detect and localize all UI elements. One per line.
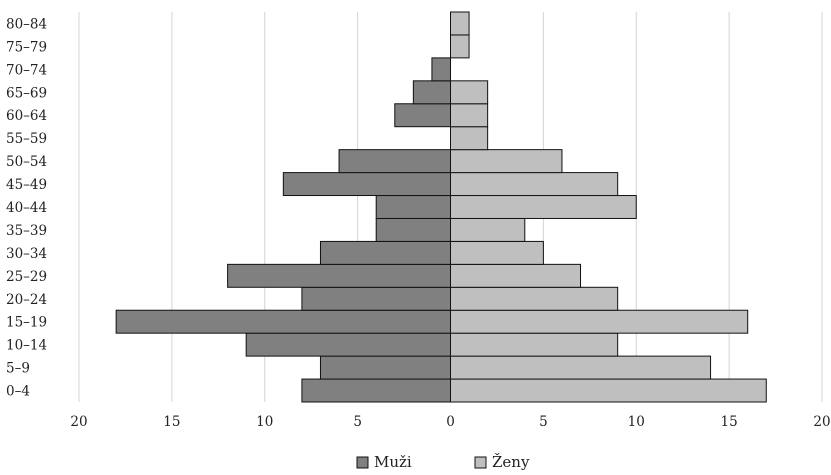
- y-category-label-9: 45–49: [6, 177, 47, 193]
- bar-zeny-7: [450, 217, 526, 242]
- bar-zeny-3: [450, 309, 749, 334]
- bar-muzi-2: [245, 332, 451, 357]
- x-tick-label-7: 15: [721, 414, 738, 430]
- bar-zeny-6: [450, 240, 544, 265]
- bar-muzi-5: [227, 263, 451, 288]
- y-category-label-15: 75–79: [6, 39, 47, 55]
- bar-muzi-3: [115, 309, 452, 334]
- legend-swatch-zeny: [474, 456, 487, 469]
- y-category-label-14: 70–74: [6, 62, 47, 78]
- bar-muzi-0: [301, 378, 451, 403]
- y-category-label-16: 80–84: [6, 16, 47, 32]
- y-category-label-0: 0–4: [6, 384, 30, 400]
- x-tick-label-8: 20: [813, 414, 830, 430]
- legend-swatch-muzi: [356, 456, 369, 469]
- bar-muzi-4: [301, 286, 451, 311]
- y-category-label-3: 15–19: [6, 315, 47, 331]
- legend-label-muzi: Muži: [374, 453, 412, 471]
- bar-zeny-2: [450, 332, 619, 357]
- y-category-label-1: 5–9: [6, 361, 30, 377]
- x-tick-label-3: 5: [353, 414, 362, 430]
- bar-zeny-11: [450, 126, 489, 151]
- bar-zeny-10: [450, 149, 563, 174]
- bar-muzi-8: [375, 195, 452, 219]
- bar-muzi-7: [375, 217, 452, 242]
- bar-zeny-8: [450, 195, 637, 219]
- x-tick-label-6: 10: [628, 414, 645, 430]
- bar-muzi-13: [412, 80, 452, 105]
- bar-muzi-9: [282, 172, 452, 197]
- bar-zeny-4: [450, 286, 619, 311]
- value-axis-labels: 20 15 10 5 0 5 10 15 20: [70, 414, 830, 430]
- x-tick-label-5: 5: [539, 414, 548, 430]
- y-category-label-11: 55–59: [6, 131, 47, 147]
- bars: [115, 11, 767, 403]
- bar-muzi-1: [319, 355, 451, 380]
- bar-zeny-0: [450, 378, 767, 403]
- y-category-label-13: 65–69: [6, 85, 47, 101]
- bar-zeny-16: [450, 11, 470, 36]
- y-category-label-10: 50–54: [6, 154, 47, 170]
- bar-zeny-1: [450, 355, 712, 380]
- category-axis-labels: 0–4 5–9 10–14 15–19 20–24 25–29 30–34 35–39 40–4…: [6, 16, 47, 399]
- y-category-label-8: 40–44: [6, 200, 47, 216]
- legend: Muži Ženy: [356, 453, 530, 471]
- x-tick-label-0: 20: [70, 414, 87, 430]
- bar-zeny-15: [450, 34, 470, 59]
- y-category-label-6: 30–34: [6, 246, 47, 262]
- bar-muzi-10: [338, 149, 451, 174]
- bar-muzi-6: [319, 240, 451, 265]
- y-category-label-5: 25–29: [6, 269, 47, 285]
- bar-zeny-5: [450, 263, 582, 288]
- bar-muzi-14: [431, 57, 451, 82]
- bar-muzi-12: [394, 103, 451, 128]
- bar-zeny-12: [450, 103, 489, 128]
- legend-label-zeny: Ženy: [492, 453, 530, 471]
- y-category-label-7: 35–39: [6, 223, 47, 239]
- x-tick-label-4: 0: [446, 414, 455, 430]
- x-tick-label-2: 10: [256, 414, 273, 430]
- y-category-label-4: 20–24: [6, 292, 47, 308]
- x-tick-label-1: 15: [163, 414, 180, 430]
- bar-zeny-13: [450, 80, 489, 105]
- y-category-label-12: 60–64: [6, 108, 47, 124]
- y-category-label-2: 10–14: [6, 338, 47, 354]
- bar-zeny-9: [450, 172, 619, 197]
